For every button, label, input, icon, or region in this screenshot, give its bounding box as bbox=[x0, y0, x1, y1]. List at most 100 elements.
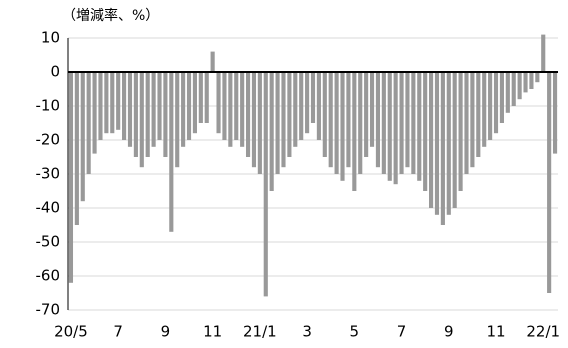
bar bbox=[470, 72, 475, 168]
bar bbox=[92, 72, 97, 154]
bar bbox=[181, 72, 186, 147]
x-tick-label: 20/5 bbox=[54, 323, 88, 341]
y-tick-label: -60 bbox=[36, 267, 61, 285]
bar bbox=[511, 72, 516, 106]
bar bbox=[157, 72, 162, 140]
bar bbox=[328, 72, 333, 168]
bar bbox=[293, 72, 298, 147]
bar bbox=[423, 72, 428, 191]
x-tick-label: 11 bbox=[203, 323, 222, 341]
bar bbox=[80, 72, 85, 202]
y-tick-label: -10 bbox=[36, 97, 61, 115]
bar bbox=[104, 72, 109, 134]
bar bbox=[488, 72, 493, 140]
bar bbox=[364, 72, 369, 157]
bar bbox=[74, 72, 79, 225]
bar bbox=[334, 72, 339, 174]
bar bbox=[133, 72, 138, 157]
bar bbox=[98, 72, 103, 140]
bar bbox=[517, 72, 522, 100]
y-tick-label: -50 bbox=[36, 233, 61, 251]
bar bbox=[310, 72, 316, 123]
bar bbox=[417, 72, 422, 181]
bar bbox=[110, 72, 115, 134]
bar bbox=[198, 72, 203, 123]
bar bbox=[529, 72, 534, 89]
bar bbox=[257, 72, 262, 174]
bar bbox=[175, 72, 180, 168]
bar bbox=[245, 72, 251, 157]
bar bbox=[322, 72, 327, 157]
bar bbox=[458, 72, 463, 191]
bar bbox=[222, 72, 227, 140]
bar bbox=[464, 72, 469, 174]
bar bbox=[163, 72, 168, 157]
bar bbox=[234, 72, 239, 140]
x-tick-label: 9 bbox=[444, 323, 454, 341]
bar bbox=[68, 72, 74, 283]
bar bbox=[493, 72, 499, 134]
bar bbox=[547, 72, 552, 293]
bar bbox=[269, 72, 274, 191]
bar bbox=[151, 72, 156, 147]
bar bbox=[387, 72, 392, 181]
bar bbox=[552, 72, 558, 154]
bar bbox=[346, 72, 351, 168]
bar bbox=[204, 72, 209, 123]
bar bbox=[228, 72, 233, 147]
bar bbox=[429, 72, 434, 208]
x-tick-label: 11 bbox=[486, 323, 505, 341]
bar bbox=[281, 72, 286, 168]
bar bbox=[299, 72, 304, 140]
y-tick-label: 10 bbox=[41, 29, 60, 47]
bar bbox=[440, 72, 445, 225]
x-tick-label: 9 bbox=[161, 323, 171, 341]
bar bbox=[192, 72, 197, 134]
bar bbox=[251, 72, 257, 168]
bar bbox=[541, 34, 546, 72]
bar bbox=[127, 72, 133, 147]
bar bbox=[499, 72, 504, 123]
bar bbox=[275, 72, 280, 174]
bar bbox=[535, 72, 540, 83]
bar bbox=[381, 72, 386, 174]
bar bbox=[523, 72, 528, 93]
y-tick-label: -70 bbox=[36, 301, 61, 319]
bar bbox=[358, 72, 363, 174]
x-tick-label: 22/1 bbox=[526, 323, 560, 341]
bar bbox=[240, 72, 245, 147]
bar bbox=[476, 72, 481, 157]
bar bbox=[375, 72, 381, 168]
bar bbox=[405, 72, 410, 168]
bar bbox=[369, 72, 375, 147]
x-tick-label: 21/1 bbox=[243, 323, 277, 341]
bar bbox=[169, 72, 174, 232]
bar bbox=[316, 72, 321, 140]
bar bbox=[139, 72, 144, 168]
bar bbox=[393, 72, 398, 185]
bar bbox=[287, 72, 292, 157]
bar bbox=[340, 72, 345, 181]
y-tick-label: -40 bbox=[36, 199, 61, 217]
y-axis-label: （増減率、%） bbox=[62, 7, 159, 24]
bar bbox=[145, 72, 150, 157]
y-tick-label: -20 bbox=[36, 131, 61, 149]
bar bbox=[216, 72, 221, 134]
x-tick-label: 7 bbox=[397, 323, 407, 341]
x-tick-label: 3 bbox=[302, 323, 312, 341]
bar bbox=[116, 72, 121, 130]
bar bbox=[263, 72, 268, 297]
bar bbox=[411, 72, 416, 174]
bar bbox=[122, 72, 127, 140]
bar bbox=[452, 72, 457, 208]
bar bbox=[352, 72, 357, 191]
bar bbox=[446, 72, 451, 215]
x-tick-label: 7 bbox=[113, 323, 123, 341]
bar bbox=[482, 72, 487, 147]
bar bbox=[210, 51, 215, 72]
bar bbox=[305, 72, 310, 134]
bar bbox=[399, 72, 404, 174]
x-tick-label: 5 bbox=[350, 323, 360, 341]
bar bbox=[505, 72, 510, 113]
